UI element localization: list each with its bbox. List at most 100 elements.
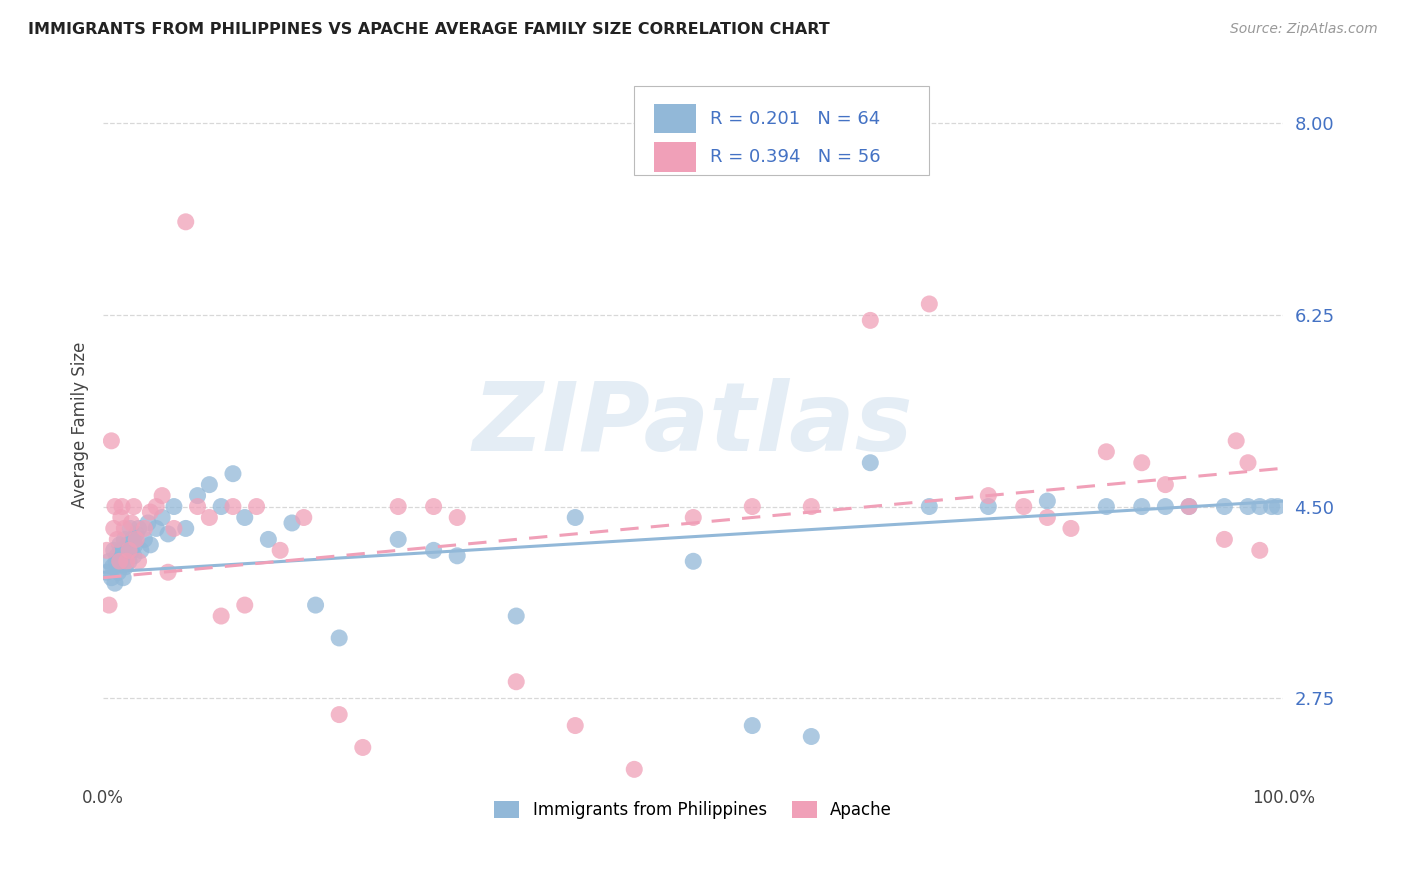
Bar — [654, 103, 696, 134]
Point — [145, 521, 167, 535]
Point — [977, 500, 1000, 514]
Point — [1225, 434, 1247, 448]
Point — [104, 500, 127, 514]
Point — [157, 527, 180, 541]
Point — [800, 730, 823, 744]
Point — [115, 554, 138, 568]
Point — [115, 549, 138, 563]
Point — [128, 554, 150, 568]
Point — [623, 762, 645, 776]
Point — [1249, 543, 1271, 558]
Point — [1095, 500, 1118, 514]
Point — [328, 707, 350, 722]
Point — [1154, 477, 1177, 491]
Point — [125, 533, 148, 547]
Point — [245, 500, 267, 514]
Text: R = 0.394   N = 56: R = 0.394 N = 56 — [710, 148, 880, 166]
Point — [304, 598, 326, 612]
Point — [918, 297, 941, 311]
Point — [98, 554, 121, 568]
Point — [446, 510, 468, 524]
Point — [105, 549, 128, 563]
Point — [233, 598, 256, 612]
Point — [96, 566, 118, 580]
Point — [134, 521, 156, 535]
Point — [233, 510, 256, 524]
Point — [198, 510, 221, 524]
Point — [257, 533, 280, 547]
Point — [150, 510, 173, 524]
Point — [292, 510, 315, 524]
Point — [1036, 494, 1059, 508]
Point — [110, 510, 132, 524]
Y-axis label: Average Family Size: Average Family Size — [72, 342, 89, 508]
Text: ZIPatlas: ZIPatlas — [472, 378, 914, 471]
Text: R = 0.201   N = 64: R = 0.201 N = 64 — [710, 110, 880, 128]
Point — [163, 500, 186, 514]
Point — [682, 554, 704, 568]
Point — [96, 543, 118, 558]
Point — [1130, 500, 1153, 514]
Point — [120, 521, 142, 535]
Point — [741, 718, 763, 732]
Point — [121, 533, 143, 547]
Point — [129, 543, 152, 558]
Point — [859, 313, 882, 327]
Point — [136, 516, 159, 530]
Point — [352, 740, 374, 755]
Point — [118, 543, 141, 558]
Point — [269, 543, 291, 558]
Point — [103, 521, 125, 535]
Point — [222, 500, 245, 514]
Point — [114, 559, 136, 574]
Point — [108, 538, 131, 552]
Point — [118, 554, 141, 568]
Point — [124, 538, 146, 552]
Point — [446, 549, 468, 563]
Point — [1237, 500, 1260, 514]
Point — [1012, 500, 1035, 514]
Point — [564, 510, 586, 524]
Point — [1237, 456, 1260, 470]
Point — [100, 571, 122, 585]
Bar — [654, 142, 696, 172]
Point — [387, 533, 409, 547]
Point — [1154, 500, 1177, 514]
Point — [111, 500, 134, 514]
Point — [1178, 500, 1201, 514]
Point — [800, 500, 823, 514]
Point — [1260, 500, 1282, 514]
Point — [111, 543, 134, 558]
Point — [505, 609, 527, 624]
Point — [281, 516, 304, 530]
Point — [387, 500, 409, 514]
Point — [1095, 444, 1118, 458]
Point — [100, 434, 122, 448]
Point — [222, 467, 245, 481]
Point — [163, 521, 186, 535]
Point — [187, 500, 209, 514]
Point — [139, 538, 162, 552]
Point — [682, 510, 704, 524]
Point — [117, 538, 139, 552]
Point — [145, 500, 167, 514]
Point — [1213, 533, 1236, 547]
Point — [112, 521, 135, 535]
Point — [209, 500, 232, 514]
Point — [422, 500, 444, 514]
Text: IMMIGRANTS FROM PHILIPPINES VS APACHE AVERAGE FAMILY SIZE CORRELATION CHART: IMMIGRANTS FROM PHILIPPINES VS APACHE AV… — [28, 22, 830, 37]
Point — [103, 543, 125, 558]
Point — [107, 566, 129, 580]
Point — [564, 718, 586, 732]
Point — [150, 489, 173, 503]
Point — [134, 533, 156, 547]
Point — [198, 477, 221, 491]
Point — [328, 631, 350, 645]
Point — [1178, 500, 1201, 514]
Point — [120, 516, 142, 530]
Point — [977, 489, 1000, 503]
Point — [174, 215, 197, 229]
Point — [112, 533, 135, 547]
Point — [104, 576, 127, 591]
Point — [741, 500, 763, 514]
